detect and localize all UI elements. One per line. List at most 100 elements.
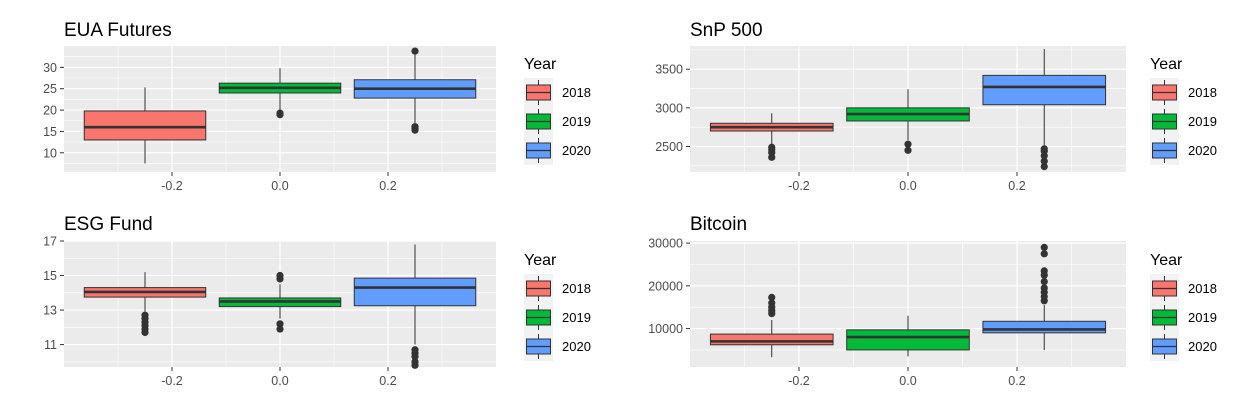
outlier-point bbox=[1040, 250, 1048, 258]
outlier-point bbox=[276, 320, 284, 328]
chart-title: EUA Futures bbox=[64, 20, 172, 41]
y-tick-label: 30 bbox=[43, 61, 57, 75]
outlier-point bbox=[768, 143, 776, 151]
legend-label: 2020 bbox=[562, 339, 591, 354]
outlier-point bbox=[411, 47, 419, 55]
x-tick-label: -0.2 bbox=[788, 179, 810, 193]
box-2020 bbox=[353, 47, 477, 134]
y-tick-label: 11 bbox=[44, 338, 57, 352]
box-rect bbox=[982, 74, 1107, 106]
outlier-point bbox=[768, 299, 776, 307]
legend-title: Year bbox=[1150, 56, 1183, 73]
legend-label: 2019 bbox=[562, 114, 591, 129]
x-tick-label: 0.0 bbox=[899, 179, 916, 193]
outlier-point bbox=[1040, 145, 1048, 153]
box-2018 bbox=[709, 293, 834, 358]
chart-0: EUA Futures 10 15 20 25 30 -0.2 0.0 0.2 Year 2018 2… bbox=[43, 20, 591, 193]
legend-label: 2020 bbox=[562, 143, 591, 158]
x-tick-label: -0.2 bbox=[161, 179, 183, 193]
y-tick-label: 20 bbox=[43, 104, 57, 118]
box-2019 bbox=[846, 89, 970, 154]
x-tick-label: 0.2 bbox=[1008, 374, 1025, 388]
y-tick-label: 10000 bbox=[648, 322, 683, 336]
box-2018 bbox=[83, 272, 207, 337]
x-tick-label: 0.0 bbox=[271, 179, 288, 193]
legend: Year 2018 2019 2020 bbox=[1150, 252, 1217, 361]
box-rect bbox=[83, 110, 207, 141]
box-2020 bbox=[353, 244, 477, 369]
legend-entry-2019: 2019 bbox=[1150, 303, 1217, 332]
chart-title: ESG Fund bbox=[64, 214, 153, 235]
outlier-point bbox=[1040, 243, 1048, 252]
legend-entry-2020: 2020 bbox=[1150, 136, 1217, 165]
outlier-point bbox=[1040, 267, 1048, 275]
legend-entry-2018: 2018 bbox=[1150, 78, 1217, 107]
outlier-point bbox=[904, 146, 912, 154]
outlier-point bbox=[1040, 277, 1048, 286]
legend-label: 2018 bbox=[1188, 85, 1217, 100]
outlier-point bbox=[411, 358, 419, 366]
legend-title: Year bbox=[1150, 252, 1183, 269]
outlier-point bbox=[411, 346, 419, 354]
outlier-point bbox=[276, 271, 284, 280]
box-rect bbox=[353, 277, 477, 307]
outlier-point bbox=[276, 325, 284, 333]
legend-label: 2018 bbox=[1188, 281, 1217, 296]
box-2020 bbox=[982, 243, 1107, 350]
y-tick-label: 30000 bbox=[648, 237, 683, 251]
legend: Year 2018 2019 2020 bbox=[524, 56, 591, 165]
legend-label: 2019 bbox=[562, 310, 591, 325]
legend-entry-2018: 2018 bbox=[524, 274, 591, 303]
outlier-point bbox=[1040, 284, 1048, 292]
legend-entry-2019: 2019 bbox=[524, 303, 591, 332]
box-2018 bbox=[83, 87, 207, 164]
legend-label: 2020 bbox=[1188, 143, 1217, 158]
legend-entry-2019: 2019 bbox=[524, 107, 591, 136]
y-tick-label: 25 bbox=[43, 82, 57, 96]
y-tick-label: 13 bbox=[43, 304, 57, 318]
outlier-point bbox=[1040, 157, 1048, 165]
legend-title: Year bbox=[524, 252, 557, 269]
chart-title: Bitcoin bbox=[690, 214, 747, 235]
y-tick-label: 2500 bbox=[655, 140, 683, 154]
legend-label: 2019 bbox=[1188, 114, 1217, 129]
legend-entry-2019: 2019 bbox=[1150, 107, 1217, 136]
legend-title: Year bbox=[524, 56, 557, 73]
legend: Year 2018 2019 2020 bbox=[524, 252, 591, 361]
box-2020 bbox=[982, 49, 1107, 171]
legend-label: 2019 bbox=[1188, 310, 1217, 325]
box-2019 bbox=[846, 315, 970, 357]
box-2019 bbox=[218, 68, 342, 119]
y-tick-label: 10 bbox=[43, 146, 57, 160]
y-tick-label: 3000 bbox=[655, 101, 683, 115]
chart-title: SnP 500 bbox=[690, 20, 763, 41]
legend-label: 2018 bbox=[562, 85, 591, 100]
y-tick-label: 15 bbox=[43, 125, 57, 139]
x-tick-label: 0.2 bbox=[379, 374, 396, 388]
legend-entry-2020: 2020 bbox=[524, 136, 591, 165]
outlier-point bbox=[141, 311, 149, 319]
x-tick-label: 0.0 bbox=[271, 374, 288, 388]
legend-label: 2018 bbox=[562, 281, 591, 296]
chart-3: Bitcoin 10000 20000 30000 -0.2 0.0 0.2 Year 2018… bbox=[648, 214, 1217, 388]
y-tick-label: 15 bbox=[43, 269, 57, 283]
x-tick-label: -0.2 bbox=[161, 374, 183, 388]
x-tick-label: -0.2 bbox=[788, 374, 810, 388]
x-tick-label: 0.0 bbox=[899, 374, 916, 388]
outlier-point bbox=[411, 123, 419, 131]
chart-1: SnP 500 2500 3000 3500 -0.2 0.0 0.2 Year 2018 201… bbox=[655, 20, 1217, 193]
legend-entry-2020: 2020 bbox=[1150, 332, 1217, 361]
box-rect bbox=[846, 329, 970, 351]
x-tick-label: 0.2 bbox=[379, 179, 396, 193]
box-2019 bbox=[218, 271, 342, 333]
outlier-point bbox=[904, 140, 912, 148]
legend-entry-2020: 2020 bbox=[524, 332, 591, 361]
legend-label: 2020 bbox=[1188, 339, 1217, 354]
legend-entry-2018: 2018 bbox=[524, 78, 591, 107]
x-tick-label: 0.2 bbox=[1008, 179, 1025, 193]
box-rect bbox=[982, 320, 1107, 334]
box-rect bbox=[709, 333, 834, 346]
legend: Year 2018 2019 2020 bbox=[1150, 56, 1217, 165]
legend-entry-2018: 2018 bbox=[1150, 274, 1217, 303]
